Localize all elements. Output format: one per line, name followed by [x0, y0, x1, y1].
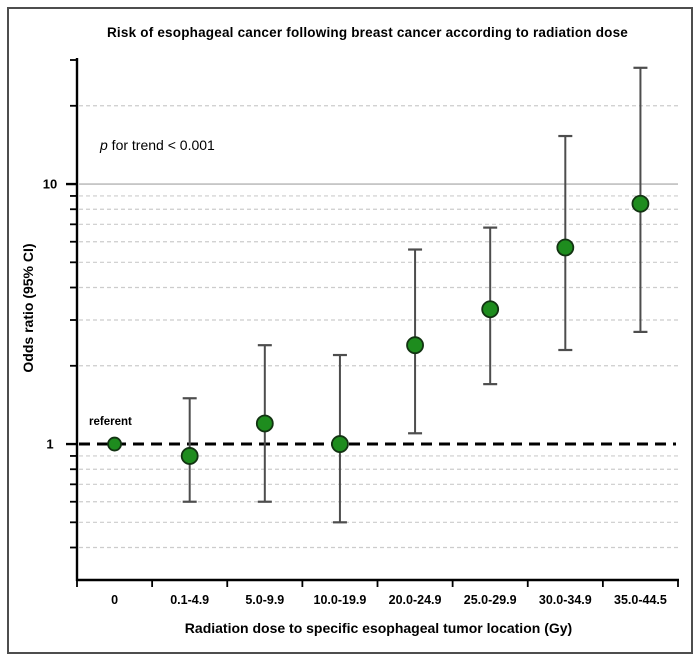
p-annotation-italic: p: [100, 137, 108, 153]
data-point-marker: [556, 238, 575, 257]
x-category-label: 35.0-44.5: [614, 593, 667, 607]
x-category-label: 10.0-19.9: [314, 593, 367, 607]
y-tick-label: 1: [46, 437, 53, 452]
x-category-label: 0: [111, 593, 118, 607]
data-point-marker: [107, 436, 122, 452]
x-category-label: 0.1-4.9: [170, 593, 209, 607]
referent-label: referent: [89, 416, 132, 428]
data-point-marker: [481, 300, 500, 319]
data-point-marker: [631, 194, 650, 213]
x-category-label: 25.0-29.9: [464, 593, 517, 607]
data-point-marker: [180, 447, 199, 465]
data-point-marker: [406, 336, 424, 355]
figure-border: [7, 7, 693, 654]
p-annotation-text: for trend < 0.001: [107, 137, 215, 153]
x-category-label: 5.0-9.9: [245, 593, 284, 607]
chart-title: Risk of esophageal cancer following brea…: [106, 25, 629, 40]
data-point-marker: [331, 435, 349, 453]
x-category-label: 30.0-34.9: [539, 593, 592, 607]
x-axis-title: Radiation dose to specific esophageal tu…: [184, 620, 573, 636]
p-for-trend-annotation: p for trend < 0.001: [100, 137, 215, 153]
y-tick-label: 10: [43, 177, 57, 192]
x-category-label: 20.0-24.9: [389, 593, 442, 607]
data-point-marker: [255, 414, 274, 433]
